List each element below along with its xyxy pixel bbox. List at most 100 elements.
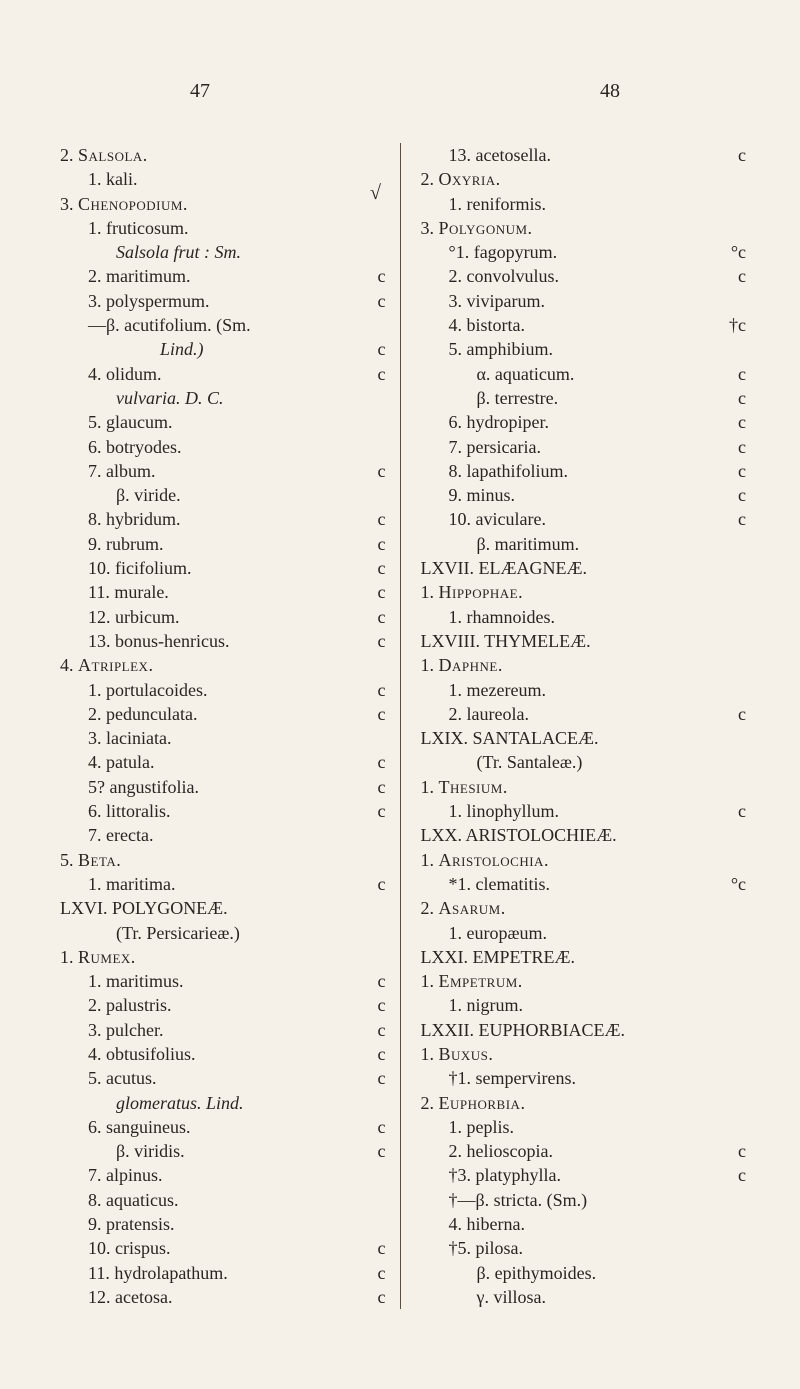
entry-annotation: c (356, 775, 390, 799)
entry-text: 1. fruticosum. (60, 216, 356, 240)
entry-text: 1. Thesium. (421, 775, 717, 799)
smallcaps-text: Asarum (439, 898, 501, 918)
entry-text: 4. obtusifolius. (60, 1042, 356, 1066)
entry-text: 6. sanguineus. (60, 1115, 356, 1139)
left-entry: 4. patula.c (60, 750, 390, 774)
entry-text: 6. botryodes. (60, 435, 356, 459)
entry-text: 9. minus. (421, 483, 717, 507)
left-entry: Salsola frut : Sm. (60, 240, 390, 264)
left-entry: 5. acutus.c (60, 1066, 390, 1090)
right-entry: β. maritimum. (421, 532, 751, 556)
entry-text: 2. pedunculata. (60, 702, 356, 726)
entry-text: 1. Empetrum. (421, 969, 717, 993)
entry-text: LXXI. EMPETREÆ. (421, 945, 717, 969)
entry-annotation: c (716, 799, 750, 823)
smallcaps-text: Daphne (439, 655, 498, 675)
right-entry: 1. reniformis. (421, 192, 751, 216)
entry-text: 5. amphibium. (421, 337, 717, 361)
page-root: 47 48 √ 2. Salsola.1. kali.3. Chenopodiu… (0, 0, 800, 1389)
left-entry: 9. pratensis. (60, 1212, 390, 1236)
left-entry: 5. glaucum. (60, 410, 390, 434)
entry-text: 4. olidum. (60, 362, 356, 386)
entry-annotation: c (356, 1018, 390, 1042)
right-entry: 2. helioscopia.c (421, 1139, 751, 1163)
right-entry: γ. villosa. (421, 1285, 751, 1309)
left-entry: 11. murale.c (60, 580, 390, 604)
entry-annotation: c (356, 556, 390, 580)
left-entry: 2. Salsola. (60, 143, 390, 167)
entry-text: 3. Polygonum. (421, 216, 717, 240)
entry-text: β. viridis. (60, 1139, 356, 1163)
left-entry: 3. Chenopodium. (60, 192, 390, 216)
entry-text: 5. glaucum. (60, 410, 356, 434)
entry-text: 9. pratensis. (60, 1212, 356, 1236)
right-entry: 9. minus.c (421, 483, 751, 507)
entry-annotation: c (356, 1261, 390, 1285)
entry-text: 11. hydrolapathum. (60, 1261, 356, 1285)
entry-text: LXX. ARISTOLOCHIEÆ. (421, 823, 717, 847)
right-entry: *1. clematitis.°c (421, 872, 751, 896)
entry-annotation: c (356, 1285, 390, 1309)
left-entry: 2. pedunculata.c (60, 702, 390, 726)
tick-mark-icon: √ (370, 182, 381, 205)
entry-annotation: c (356, 799, 390, 823)
entry-text: γ. villosa. (421, 1285, 717, 1309)
smallcaps-text: Chenopodium (78, 194, 183, 214)
entry-text: 13. bonus-henricus. (60, 629, 356, 653)
page-number-right: 48 (600, 80, 620, 103)
right-entry: 1. nigrum. (421, 993, 751, 1017)
page-number-header: 47 48 (60, 80, 750, 103)
left-entry: 7. album.c (60, 459, 390, 483)
right-entry: 4. hiberna. (421, 1212, 751, 1236)
left-entry: 3. polyspermum.c (60, 289, 390, 313)
left-entry: LXVI. POLYGONEÆ. (60, 896, 390, 920)
right-entry: 2. convolvulus.c (421, 264, 751, 288)
entry-annotation: c (356, 532, 390, 556)
entry-text: †5. pilosa. (421, 1236, 717, 1260)
entry-text: 12. acetosa. (60, 1285, 356, 1309)
entry-text: 2. helioscopia. (421, 1139, 717, 1163)
right-entry: 5. amphibium. (421, 337, 751, 361)
entry-annotation: c (356, 507, 390, 531)
left-entry: 9. rubrum.c (60, 532, 390, 556)
entry-text: 1. europæum. (421, 921, 717, 945)
entry-text: glomeratus. Lind. (60, 1091, 356, 1115)
left-entry: 8. aquaticus. (60, 1188, 390, 1212)
entry-text: 2. Euphorbia. (421, 1091, 717, 1115)
entry-text: 1. nigrum. (421, 993, 717, 1017)
left-entry: 6. sanguineus.c (60, 1115, 390, 1139)
entry-text: *1. clematitis. (421, 872, 717, 896)
right-entry: 4. bistorta.†c (421, 313, 751, 337)
right-entry: LXVII. ELÆAGNEÆ. (421, 556, 751, 580)
entry-text: 10. aviculare. (421, 507, 717, 531)
entry-annotation: c (356, 1236, 390, 1260)
left-entry: 4. obtusifolius.c (60, 1042, 390, 1066)
left-entry: 8. hybridum.c (60, 507, 390, 531)
left-entry: 13. bonus-henricus.c (60, 629, 390, 653)
entry-annotation: c (716, 435, 750, 459)
entry-text: †—β. stricta. (Sm.) (421, 1188, 717, 1212)
entry-text: 4. patula. (60, 750, 356, 774)
entry-annotation: c (356, 750, 390, 774)
left-entry: glomeratus. Lind. (60, 1091, 390, 1115)
entry-annotation: c (716, 410, 750, 434)
right-column: 13. acetosella.c2. Oxyria.1. reniformis.… (421, 143, 751, 1309)
entry-annotation: c (716, 483, 750, 507)
left-entry: 3. pulcher.c (60, 1018, 390, 1042)
entry-text: β. viride. (60, 483, 356, 507)
left-entry: vulvaria. D. C. (60, 386, 390, 410)
entry-text: 5. acutus. (60, 1066, 356, 1090)
entry-text: 4. bistorta. (421, 313, 717, 337)
entry-annotation: °c (716, 872, 750, 896)
entry-text: 2. Asarum. (421, 896, 717, 920)
left-entry: 5? angustifolia.c (60, 775, 390, 799)
smallcaps-text: Aristolochia (439, 850, 544, 870)
entry-text: 1. reniformis. (421, 192, 717, 216)
entry-text: 7. erecta. (60, 823, 356, 847)
right-entry: α. aquaticum.c (421, 362, 751, 386)
entry-annotation: c (356, 362, 390, 386)
entry-annotation: °c (716, 240, 750, 264)
right-entry: 2. Euphorbia. (421, 1091, 751, 1115)
smallcaps-text: Euphorbia (439, 1093, 521, 1113)
entry-annotation: c (356, 605, 390, 629)
